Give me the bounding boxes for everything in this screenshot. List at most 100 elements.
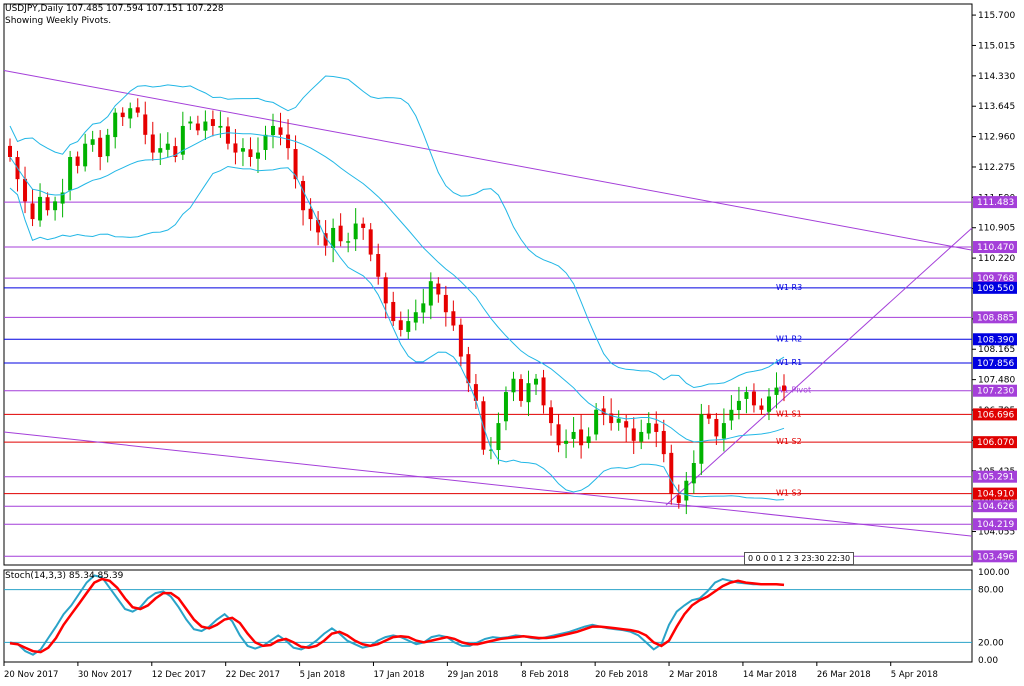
candle-body (331, 227, 336, 248)
x-tick-label: 20 Nov 2017 (4, 670, 58, 680)
candle-body (646, 423, 651, 434)
price-tick-label: 112.275 (978, 163, 1015, 173)
candle-body (30, 203, 35, 220)
candle-body (436, 283, 441, 295)
pivot-name: W1 S1 (776, 409, 802, 418)
candle-body (541, 377, 546, 406)
candle-body (301, 181, 306, 211)
level-label: 110.470 (977, 243, 1014, 253)
candle-body (421, 303, 426, 313)
price-tick-label: 104.055 (978, 528, 1015, 538)
price-tick-label: 112.960 (978, 133, 1015, 143)
candle-body (511, 378, 516, 393)
level-label-box (973, 356, 1017, 369)
candle-body (534, 378, 539, 385)
trendline-rising[interactable] (665, 227, 973, 506)
candle-body (203, 121, 208, 131)
x-tick-label: 20 Feb 2018 (595, 670, 648, 680)
level-label-box (973, 311, 1017, 324)
price-tick-label: 114.330 (978, 72, 1015, 82)
candle-body (158, 148, 163, 153)
candle-body (8, 145, 12, 157)
candle-body (594, 409, 599, 435)
candle-body (278, 127, 283, 135)
level-label-box (973, 196, 1017, 209)
candle-body (60, 192, 65, 204)
candle-body (691, 463, 696, 484)
level-label-box (973, 500, 1017, 513)
candle-body (782, 385, 786, 391)
candle-body (639, 431, 644, 442)
candle-body (518, 379, 523, 401)
trendline-upper[interactable] (3, 70, 973, 251)
price-tick-label: 110.220 (978, 254, 1015, 264)
candle-body (233, 143, 238, 153)
candle-body (526, 383, 531, 403)
candle-body (631, 428, 636, 441)
candle-body (210, 119, 215, 126)
candle-body (721, 423, 726, 439)
candle-body (714, 418, 719, 437)
stoch-tick-label: 0.00 (978, 656, 998, 666)
candle-body (368, 229, 373, 255)
candle-body (53, 201, 58, 211)
candle-body (654, 423, 659, 432)
candle-body (413, 312, 418, 323)
candle-body (428, 281, 433, 306)
x-tick-label: 17 Jan 2018 (373, 670, 424, 680)
candle-body (699, 414, 704, 464)
candle-body (661, 430, 666, 455)
candle-body (90, 139, 95, 145)
level-label: 109.768 (977, 274, 1014, 284)
candle-body (23, 178, 28, 202)
band-middle (9, 132, 785, 443)
candle-body (105, 134, 110, 157)
price-tick-label: 107.480 (978, 376, 1015, 386)
candle-body (180, 125, 185, 155)
candle-body (240, 148, 245, 152)
level-label-box (973, 281, 1017, 294)
level-label-box (973, 241, 1017, 254)
pivot-name: W1 R3 (776, 283, 802, 292)
candle-body (98, 137, 103, 157)
level-label: 108.390 (977, 335, 1014, 345)
chart-title: USDJPY,Daily 107.485 107.594 107.151 107… (5, 4, 224, 14)
level-label-box (973, 272, 1017, 285)
stoch-tick-label: 100.00 (978, 568, 1010, 578)
level-label: 106.696 (977, 410, 1014, 420)
x-tick-label: 2 Mar 2018 (669, 670, 717, 680)
candle-body (744, 392, 749, 399)
candle-body (571, 431, 576, 439)
level-label-box (973, 408, 1017, 421)
x-tick-label: 5 Jan 2018 (300, 670, 346, 680)
candle-body (353, 223, 358, 240)
stoch-tick-label: 80.00 (978, 586, 1004, 596)
level-label: 107.230 (977, 387, 1014, 397)
candle-body (45, 197, 50, 211)
level-label-box (973, 470, 1017, 483)
level-label: 107.856 (977, 359, 1014, 369)
trendline-lower[interactable] (3, 431, 973, 537)
level-label-box (973, 384, 1017, 397)
candle-body (150, 134, 155, 153)
stochastic-label: Stoch(14,3,3) 85.34 85.39 (5, 571, 124, 581)
candle-body (766, 396, 771, 412)
candle-body (135, 107, 140, 113)
candle-body (195, 123, 200, 131)
x-tick-label: 12 Dec 2017 (152, 670, 206, 680)
candle-body (736, 400, 741, 411)
candle-body (308, 208, 313, 220)
candle-body (225, 126, 230, 144)
x-tick-label: 14 Mar 2018 (743, 670, 797, 680)
level-label-box (973, 333, 1017, 346)
price-tick-label: 110.905 (978, 224, 1015, 234)
candle-body (729, 409, 734, 421)
price-tick-label: 108.165 (978, 345, 1015, 355)
candle-body (496, 423, 501, 451)
candle-body (549, 407, 554, 424)
level-label: 109.550 (977, 284, 1014, 294)
pivot-name: W1 S3 (776, 489, 802, 498)
level-label-box (973, 487, 1017, 500)
